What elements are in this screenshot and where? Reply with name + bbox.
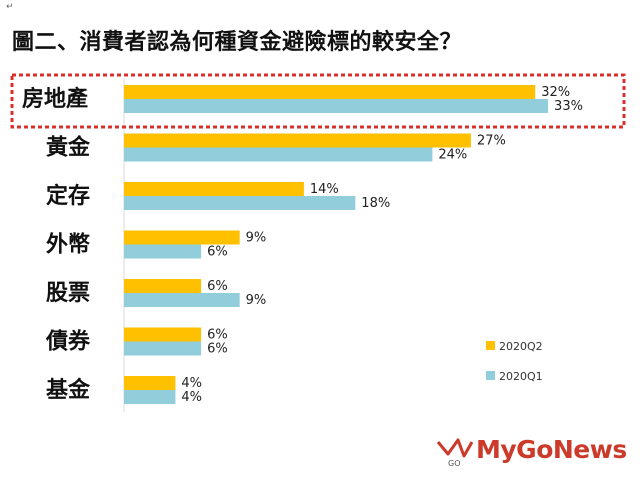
data-label: 9% — [246, 231, 267, 246]
legend-swatch — [486, 371, 495, 380]
data-label: 6% — [207, 245, 228, 260]
data-label: 32% — [541, 85, 570, 100]
data-label: 24% — [438, 148, 467, 163]
logo-text: MyGoNews — [476, 435, 627, 464]
data-label: 4% — [181, 376, 202, 391]
category-label: 外幣 — [46, 232, 90, 258]
chart-title: 圖二、消費者認為何種資金避險標的較安全？ — [12, 30, 463, 55]
bar-2020q1 — [124, 99, 549, 113]
data-label: 6% — [207, 279, 228, 294]
data-label: 6% — [207, 342, 228, 357]
bar-2020q2 — [124, 182, 304, 196]
bar-2020q1 — [124, 390, 176, 404]
data-label: 18% — [361, 196, 390, 211]
corner-mark: ↵ — [6, 2, 14, 12]
category-label: 股票 — [46, 281, 90, 306]
data-label: 33% — [554, 99, 583, 114]
bar-2020q2 — [124, 133, 471, 148]
category-label: 定存 — [46, 183, 90, 209]
bar-2020q1 — [124, 244, 202, 259]
data-label: 27% — [477, 134, 506, 149]
bar-2020q2 — [124, 230, 240, 245]
data-label: 6% — [207, 328, 228, 343]
category-label: 房地產 — [22, 86, 88, 112]
mygonews-logo: GO — [436, 438, 474, 468]
category-label: 債券 — [45, 329, 91, 355]
bar-2020q1 — [124, 341, 202, 356]
legend-label: 2020Q2 — [499, 340, 543, 353]
data-label: 4% — [181, 390, 202, 405]
category-label: 基金 — [46, 377, 91, 403]
legend-swatch — [486, 341, 495, 350]
bar-2020q2 — [124, 327, 202, 342]
bar-2020q2 — [124, 85, 536, 99]
bar-2020q2 — [124, 376, 176, 390]
highlight-box — [10, 73, 626, 129]
bar-2020q2 — [124, 279, 202, 293]
data-label: 9% — [246, 293, 267, 308]
legend-label: 2020Q1 — [499, 370, 543, 383]
bar-2020q1 — [124, 293, 240, 307]
logo-emblem-icon — [436, 438, 474, 458]
logo-badge: GO — [448, 459, 461, 468]
bar-2020q1 — [124, 147, 433, 162]
bar-2020q1 — [124, 196, 356, 210]
category-label: 黃金 — [46, 135, 91, 161]
data-label: 14% — [310, 182, 339, 197]
